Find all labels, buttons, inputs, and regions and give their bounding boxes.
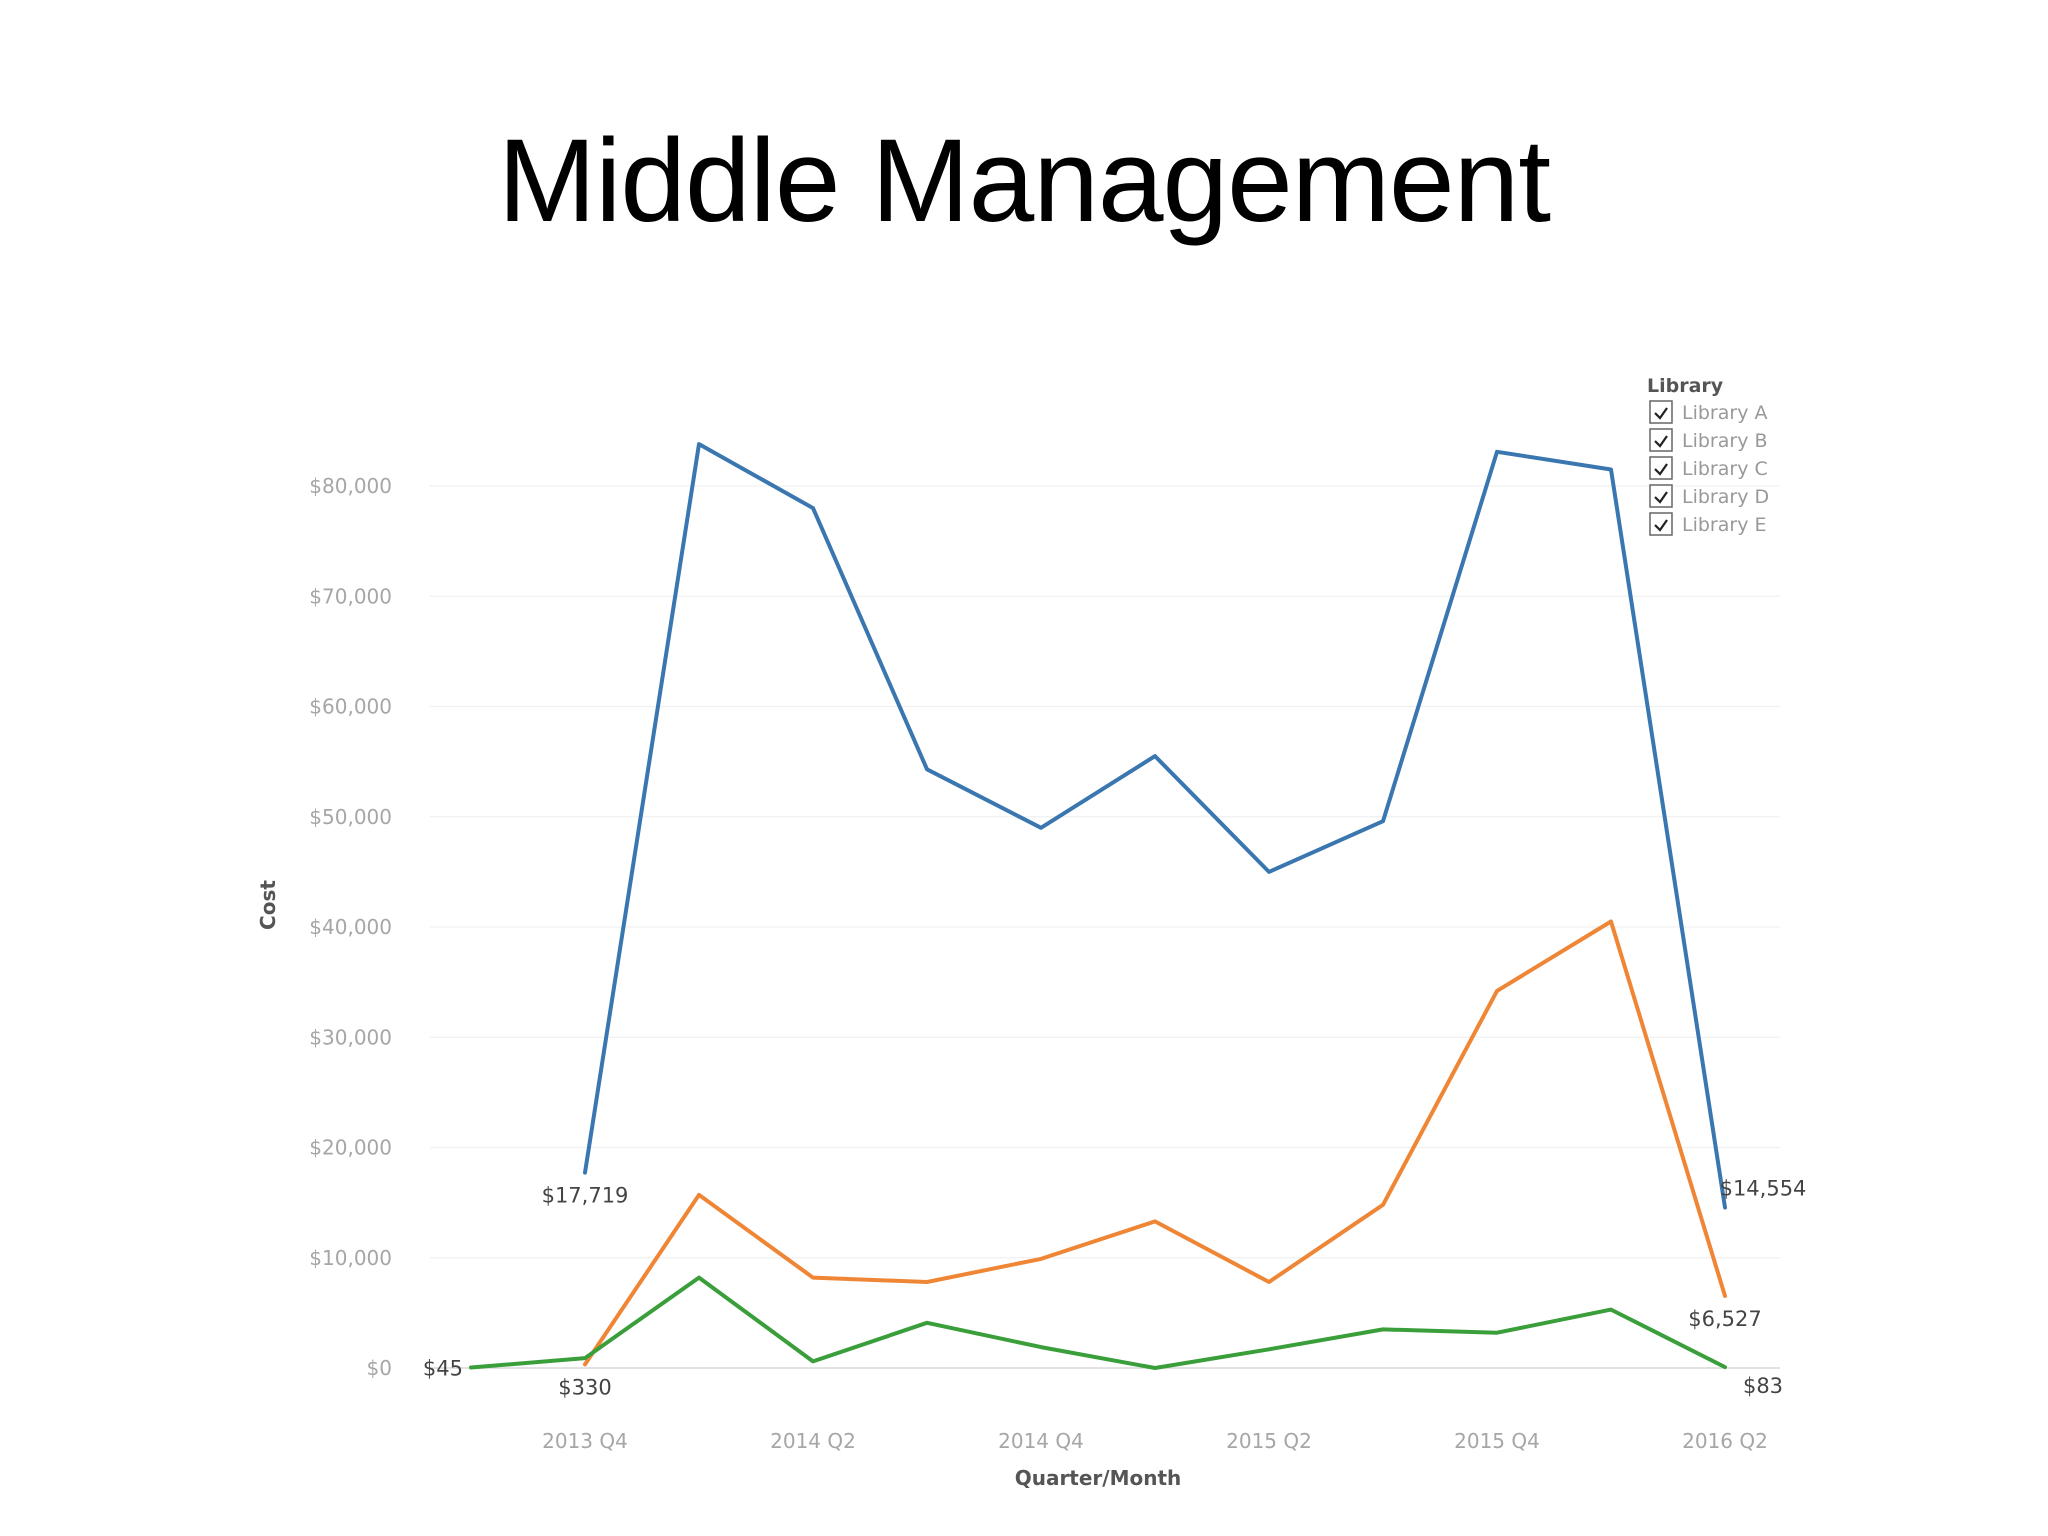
y-tick-label: $30,000 — [309, 1025, 392, 1049]
legend-items: Library A Library B Library C Library D Libr… — [1649, 400, 1769, 536]
data-labels: $17,719 $14,554 $330 $6,527 $45 $83 — [423, 1177, 1807, 1400]
legend-checkbox[interactable] — [1649, 512, 1673, 536]
legend-checkbox[interactable] — [1649, 456, 1673, 480]
data-label: $330 — [558, 1375, 611, 1399]
slide-title: Middle Management — [497, 115, 1551, 247]
x-tick-label: 2014 Q4 — [998, 1429, 1084, 1453]
data-label: $14,554 — [1720, 1177, 1807, 1201]
data-label: $17,719 — [542, 1184, 629, 1208]
y-tick-label: $70,000 — [309, 584, 392, 608]
legend-checkbox[interactable] — [1649, 428, 1673, 452]
y-tick-label: $40,000 — [309, 915, 392, 939]
series-lines — [469, 442, 1727, 1370]
gridlines — [430, 485, 1780, 1369]
legend-label: Library A — [1682, 402, 1767, 424]
y-axis-title: Cost — [256, 880, 280, 930]
data-label: $45 — [423, 1357, 463, 1381]
legend-item[interactable]: Library B — [1649, 428, 1768, 452]
legend-item[interactable]: Library E — [1649, 512, 1766, 536]
y-axis-ticks: $0 $10,000 $20,000 $30,000 $40,000 $50,000 $60… — [309, 474, 392, 1380]
x-axis-ticks: 2013 Q4 2014 Q2 2014 Q4 2015 Q2 2015 Q4 2016 … — [542, 1429, 1768, 1453]
y-tick-label: $0 — [367, 1356, 392, 1380]
legend-item[interactable]: Library C — [1649, 456, 1768, 480]
x-tick-label: 2014 Q2 — [770, 1429, 856, 1453]
y-tick-label: $60,000 — [309, 695, 392, 719]
x-tick-label: 2015 Q2 — [1226, 1429, 1312, 1453]
legend-label: Library C — [1682, 458, 1768, 480]
series-line-3 — [469, 1275, 1727, 1370]
legend-title: Library — [1647, 375, 1724, 397]
legend-checkbox[interactable] — [1649, 400, 1673, 424]
y-tick-label: $50,000 — [309, 805, 392, 829]
series-line-2 — [583, 919, 1727, 1367]
data-label: $6,527 — [1688, 1307, 1761, 1331]
legend-label: Library D — [1682, 486, 1769, 508]
x-axis-title: Quarter/Month — [1015, 1466, 1182, 1490]
legend-label: Library B — [1682, 430, 1768, 452]
check-icon — [1654, 407, 1668, 420]
check-icon — [1654, 519, 1668, 532]
y-tick-label: $20,000 — [309, 1136, 392, 1160]
check-icon — [1654, 435, 1668, 448]
y-tick-label: $80,000 — [309, 474, 392, 498]
legend-checkbox[interactable] — [1649, 484, 1673, 508]
check-icon — [1654, 463, 1668, 476]
x-tick-label: 2016 Q2 — [1682, 1429, 1768, 1453]
check-icon — [1654, 491, 1668, 504]
legend-item[interactable]: Library A — [1649, 400, 1767, 424]
x-tick-label: 2015 Q4 — [1454, 1429, 1540, 1453]
data-label: $83 — [1743, 1374, 1783, 1398]
y-tick-label: $10,000 — [309, 1246, 392, 1270]
legend-label: Library E — [1682, 514, 1766, 536]
x-tick-label: 2013 Q4 — [542, 1429, 628, 1453]
legend-item[interactable]: Library D — [1649, 484, 1769, 508]
series-line-1 — [583, 442, 1727, 1210]
